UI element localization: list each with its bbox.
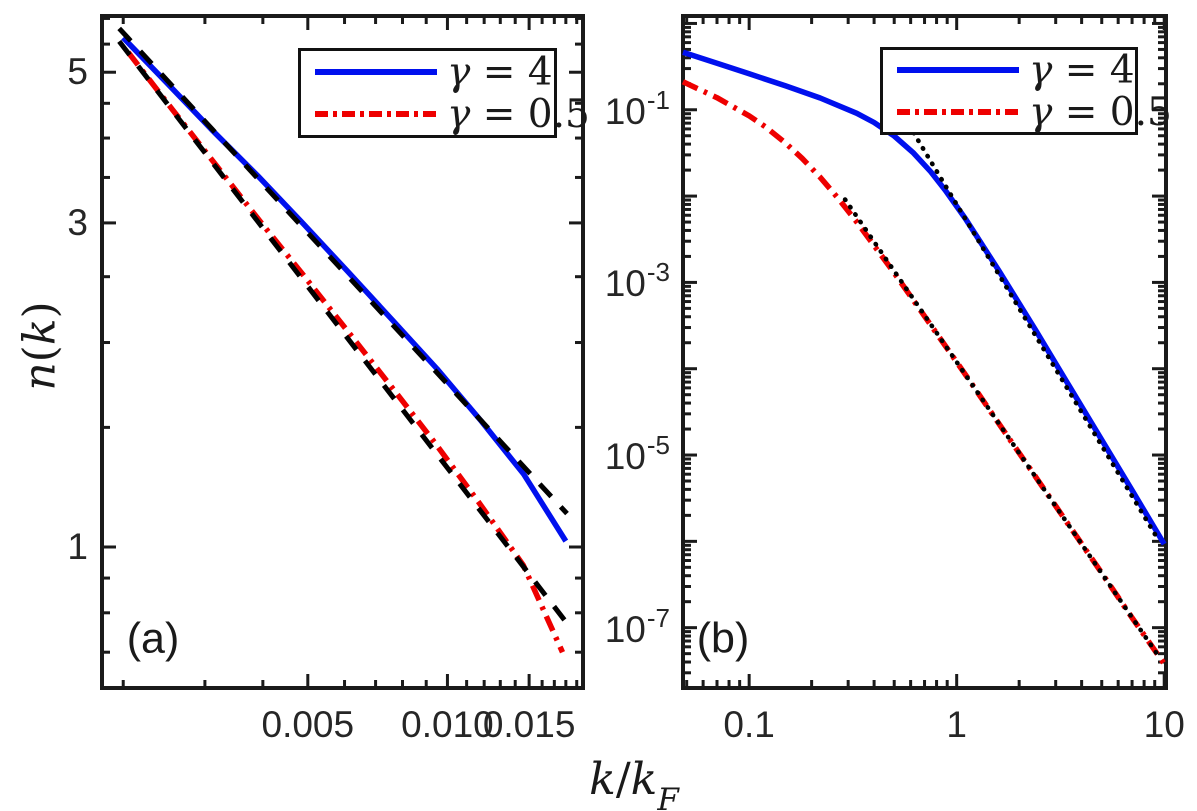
legend-label-gamma05: γ = 0.5 xyxy=(447,91,590,137)
panel-b-label: (b) xyxy=(696,614,750,663)
series-asymptote-gamma4-line xyxy=(911,130,1160,542)
series-gamma4-line xyxy=(121,35,569,543)
legend-panel-b: γ = 4 γ = 0.5 xyxy=(880,47,1172,135)
y-tick-label: 10-1 xyxy=(604,84,670,132)
series-gamma05-line xyxy=(681,79,1167,666)
panel-a-label: (a) xyxy=(126,614,180,663)
y-axis-label: n(k) xyxy=(14,301,66,391)
x-axis-label: k/kF xyxy=(589,754,679,811)
y-tick-label: 1 xyxy=(67,525,88,567)
series-gamma4-line xyxy=(682,49,1167,546)
x-tick-label: 0.005 xyxy=(261,704,355,745)
panel-a-frame xyxy=(100,14,585,690)
x-tick-label: 0.1 xyxy=(723,704,775,745)
legend-panel-a: γ = 4 γ = 0.5 xyxy=(298,48,590,138)
y-tick-label: 10-5 xyxy=(604,429,670,478)
y-tick-label: 3 xyxy=(67,201,88,243)
legend-entry-gamma05: γ = 0.5 xyxy=(301,92,590,137)
x-tick-label: 10 xyxy=(1143,704,1185,745)
gamma05-line-sample xyxy=(315,111,437,117)
legend-entry-gamma4: γ = 4 xyxy=(301,49,554,95)
y-tick-label: 10-7 xyxy=(604,602,670,650)
legend-label-gamma4: γ = 4 xyxy=(447,49,553,95)
legend-label-gamma4: γ = 4 xyxy=(1029,47,1135,93)
x-tick-label: 0.015 xyxy=(482,704,576,745)
gamma4-line-sample xyxy=(897,67,1019,73)
legend-label-gamma05: γ = 0.5 xyxy=(1029,89,1172,135)
series-gamma05-line xyxy=(126,50,566,654)
x-tick-label: 1 xyxy=(946,704,967,745)
legend-entry-gamma05: γ = 0.5 xyxy=(883,90,1172,135)
x-tick-label: 0.010 xyxy=(401,704,494,745)
series-asymptote-gamma05-line xyxy=(842,197,1162,660)
gamma05-line-sample xyxy=(897,109,1019,115)
gamma4-line-sample xyxy=(315,69,437,75)
y-tick-label: 10-3 xyxy=(604,257,670,305)
legend-entry-gamma4: γ = 4 xyxy=(883,47,1135,93)
y-tick-label: 5 xyxy=(67,51,88,93)
